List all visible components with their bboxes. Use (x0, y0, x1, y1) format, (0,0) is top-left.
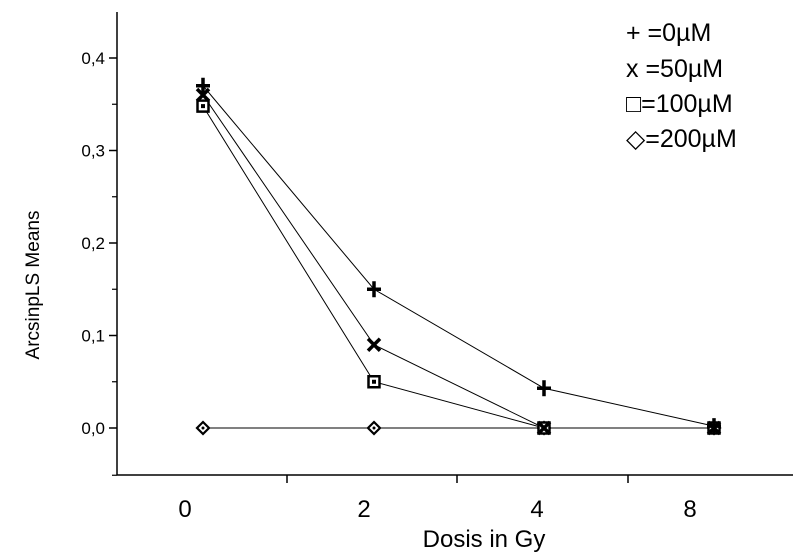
y-tick-label: 0,0 (81, 419, 105, 438)
y-axis-title: ArcsinpLS Means (23, 211, 44, 360)
y-tick-label: 0,2 (81, 234, 105, 253)
legend-entry-plus: + =0µM (626, 19, 711, 47)
legend: + =0µM x =50µM □=100µM ◇=200µM (626, 19, 737, 153)
x-marker (366, 337, 382, 352)
x-marker (536, 420, 552, 436)
series-lines (202, 85, 715, 429)
square-marker (196, 99, 210, 113)
plus-marker (367, 281, 381, 298)
x-tick-label: 0 (178, 496, 191, 523)
legend-entry-square: □=100µM (626, 90, 733, 118)
plus-marker (707, 418, 721, 435)
series-line-plus (202, 85, 715, 427)
x-marker (195, 87, 211, 103)
plus-marker (537, 380, 551, 397)
y-axis: 0,0 0,1 0,2 0,3 0,4 (81, 49, 117, 476)
square-marker (367, 375, 381, 389)
series-line-square (202, 105, 714, 429)
series-line-x (202, 94, 714, 429)
plus-marker (196, 77, 210, 94)
y-tick-label: 0,3 (81, 142, 105, 161)
x-tick-label: 4 (530, 496, 543, 523)
x-axis: 0 2 4 8 (178, 475, 697, 523)
x-tick-label: 8 (683, 496, 696, 523)
legend-entry-diamond: ◇=200µM (626, 125, 737, 153)
legend-entry-x: x =50µM (626, 55, 723, 83)
series-markers (195, 77, 722, 436)
y-tick-label: 0,4 (81, 49, 105, 68)
x-axis-title: Dosis in Gy (423, 526, 546, 553)
y-tick-label: 0,1 (81, 327, 105, 346)
diamond-marker (195, 420, 211, 436)
x-tick-label: 2 (357, 496, 370, 523)
diamond-marker (366, 420, 382, 436)
